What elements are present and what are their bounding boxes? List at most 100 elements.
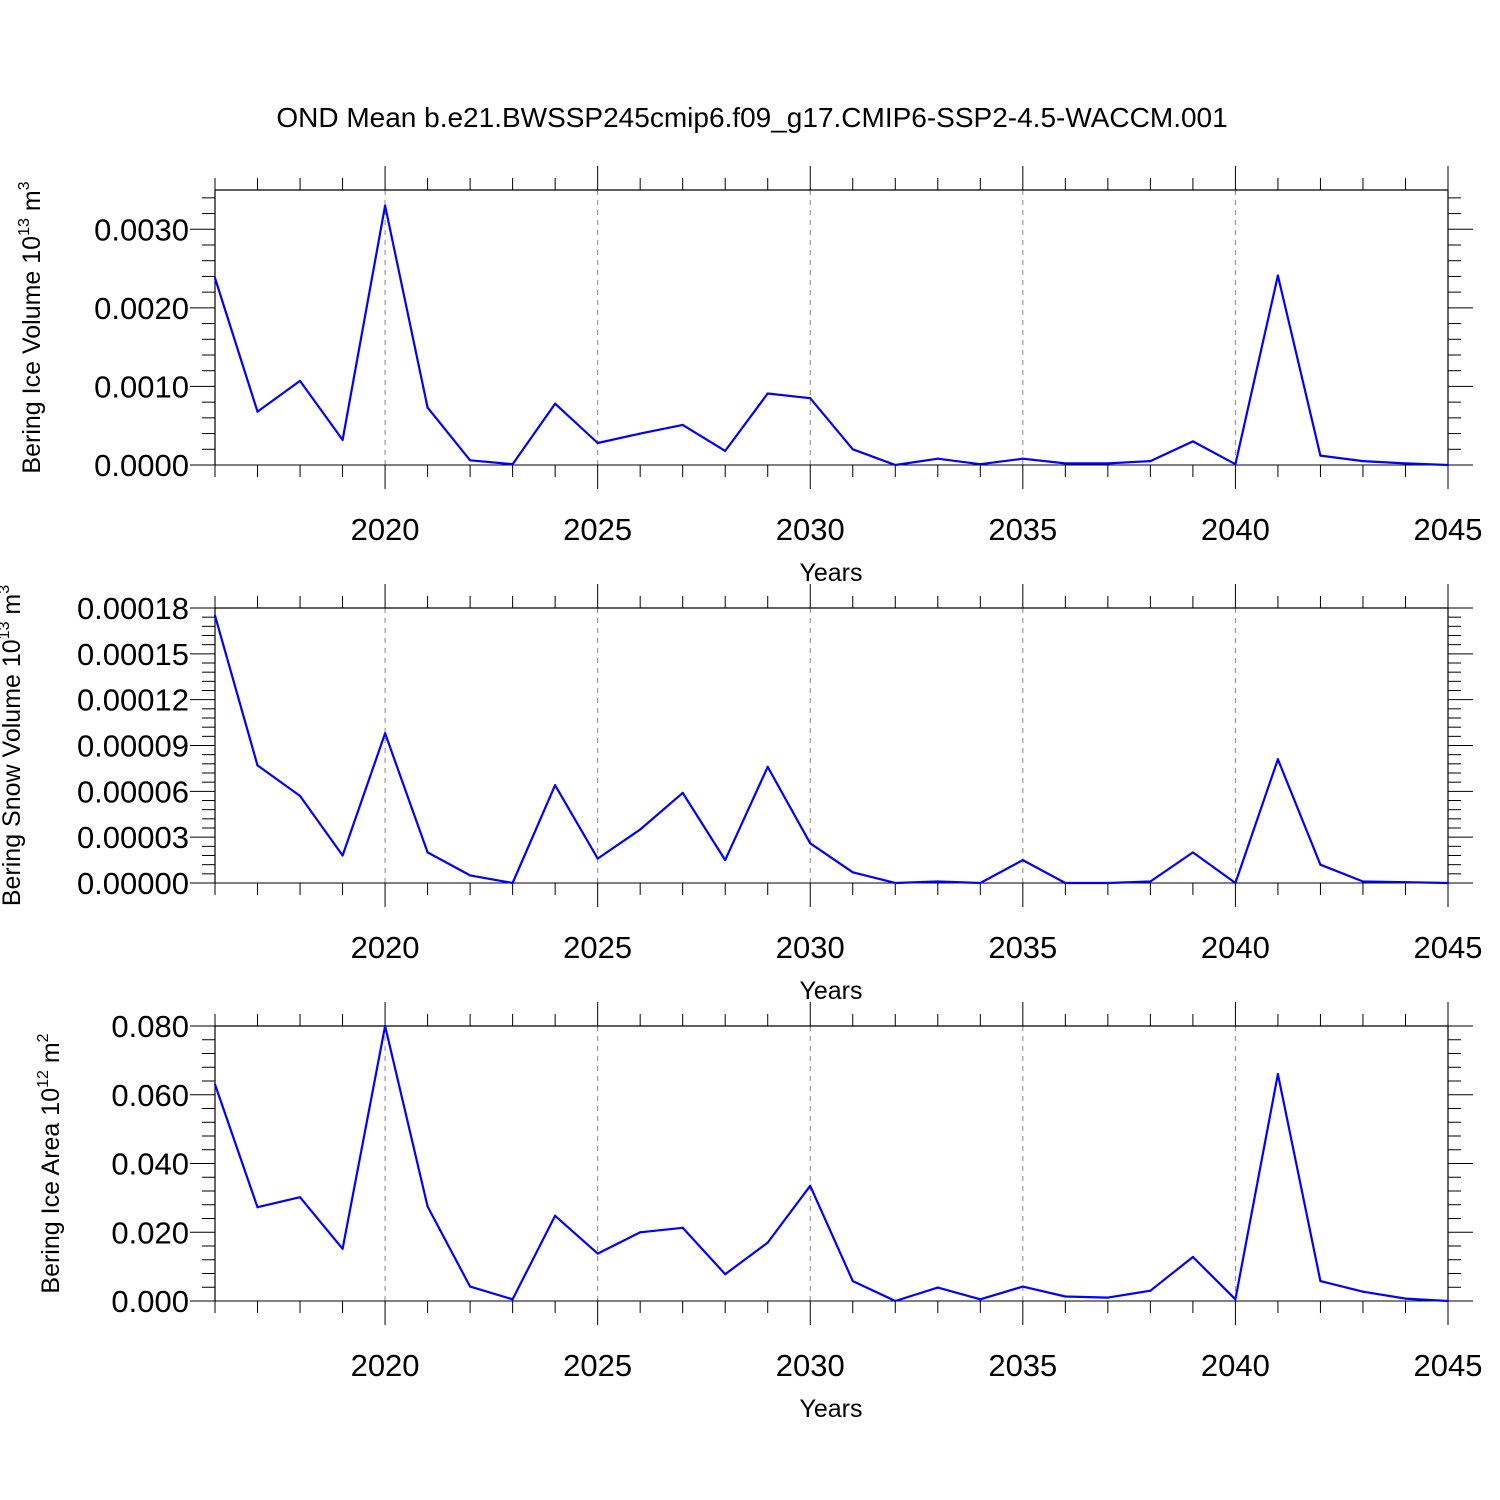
data-point: [1106, 881, 1109, 885]
data-point: [1276, 758, 1280, 761]
data-point: [596, 1252, 599, 1255]
data-point: [426, 1205, 429, 1208]
data-point: [851, 1279, 854, 1283]
data-point: [426, 406, 429, 409]
data-point: [554, 784, 557, 787]
series-line: [213, 204, 1449, 467]
y-axis-label-name: Bering Snow Volume 10: [0, 639, 26, 906]
data-point: [1404, 1297, 1407, 1300]
x-tick-label: 2045: [1414, 1348, 1483, 1383]
data-point: [1191, 851, 1194, 854]
y-axis-label-unit: m: [37, 1042, 65, 1070]
data-point: [1149, 1289, 1152, 1292]
x-tick-label: 2040: [1201, 1348, 1270, 1383]
data-point: [1319, 454, 1322, 457]
data-point: [511, 1298, 514, 1301]
data-point: [1064, 462, 1067, 465]
data-point: [256, 764, 259, 767]
data-point: [1361, 880, 1365, 883]
data-point: [511, 881, 514, 885]
y-tick-label: 0.00006: [77, 774, 189, 809]
y-tick-label: 0.00000: [77, 866, 189, 901]
data-point: [511, 463, 514, 466]
data-point: [936, 1286, 939, 1289]
data-point: [1064, 881, 1067, 885]
y-axis-label: Bering Ice Volume 1013 m3: [16, 181, 46, 473]
y-axis-label-unit: m: [0, 594, 26, 622]
data-point: [596, 857, 599, 860]
data-point: [1404, 462, 1407, 465]
y-axis-label-unit: m: [18, 190, 46, 218]
x-tick-label: 2035: [988, 1348, 1057, 1383]
data-point: [426, 851, 429, 854]
data-point: [724, 858, 727, 862]
y-tick-label: 0.00018: [77, 591, 189, 626]
data-point: [554, 1214, 557, 1217]
data-point: [681, 423, 684, 427]
y-axis-label-name: Bering Ice Area 10: [37, 1088, 65, 1294]
data-point: [469, 459, 472, 462]
y-tick-label: 0.040: [111, 1147, 189, 1182]
data-point: [298, 1196, 302, 1199]
y-axis-label: Bering Ice Area 1012 m2: [35, 1033, 65, 1293]
data-point: [1106, 462, 1109, 465]
data-point: [766, 1241, 769, 1244]
x-tick-label: 2025: [563, 930, 632, 965]
data-point: [724, 1273, 727, 1276]
y-axis-label: Bering Snow Volume 1013 m3: [0, 585, 26, 906]
data-point: [851, 871, 854, 874]
panel-1: 0.0000 0.0010 0.0020 0.0030 2020 2025 2030 2035…: [16, 166, 1482, 587]
x-tick-label: 2020: [351, 930, 420, 965]
x-axis-label: Years: [799, 1395, 862, 1423]
data-point: [213, 276, 217, 280]
x-tick-label: 2035: [988, 512, 1057, 547]
x-tick-label: 2020: [351, 1348, 420, 1383]
y-tick-label: 0.00009: [77, 729, 189, 764]
data-point: [979, 1298, 982, 1301]
y-axis-label-exponent: 13: [16, 218, 33, 236]
x-tick-label: 2035: [988, 930, 1057, 965]
data-point: [809, 1184, 812, 1187]
x-tick-label: 2025: [563, 1348, 632, 1383]
y-tick-label: 0.00012: [77, 683, 189, 718]
data-point: [1361, 1290, 1365, 1293]
data-point: [1446, 1299, 1450, 1303]
data-point: [298, 379, 302, 383]
x-axis-label: Years: [799, 977, 862, 1005]
data-point: [1234, 1298, 1237, 1301]
data-point: [1021, 1285, 1024, 1288]
data-point: [469, 874, 472, 877]
data-point: [383, 204, 387, 207]
data-point: [213, 1083, 217, 1086]
data-point: [936, 880, 939, 883]
x-tick-label: 2030: [776, 930, 845, 965]
series-line: [213, 1024, 1449, 1303]
data-point: [1191, 440, 1194, 443]
x-tick-label: 2025: [563, 512, 632, 547]
y-axis-label-unit-exponent: 3: [0, 585, 13, 594]
x-tick-label: 2030: [776, 512, 845, 547]
data-point: [383, 1024, 387, 1028]
y-tick-label: 0.020: [111, 1215, 189, 1250]
data-point: [1446, 881, 1450, 885]
data-point: [596, 441, 599, 445]
x-tick-label: 2040: [1201, 930, 1270, 965]
data-point: [1446, 463, 1450, 467]
panel-3: 0.000 0.020 0.040 0.060 0.080 2020 2025 2030 203…: [35, 1002, 1482, 1423]
data-point: [341, 438, 344, 441]
data-point: [341, 1247, 344, 1250]
data-point: [936, 457, 939, 460]
x-axis-label: Years: [799, 559, 862, 587]
data-point: [681, 1226, 684, 1229]
y-tick-label: 0.080: [111, 1009, 189, 1044]
x-tick-label: 2040: [1201, 512, 1270, 547]
data-point: [213, 614, 217, 617]
data-point: [894, 463, 897, 467]
data-point: [894, 881, 897, 885]
data-point: [256, 1206, 259, 1209]
data-point: [1021, 457, 1024, 460]
y-tick-label: 0.0010: [94, 369, 189, 404]
y-axis-label-unit-exponent: 2: [35, 1033, 52, 1042]
y-tick-label: 0.0020: [94, 291, 189, 326]
